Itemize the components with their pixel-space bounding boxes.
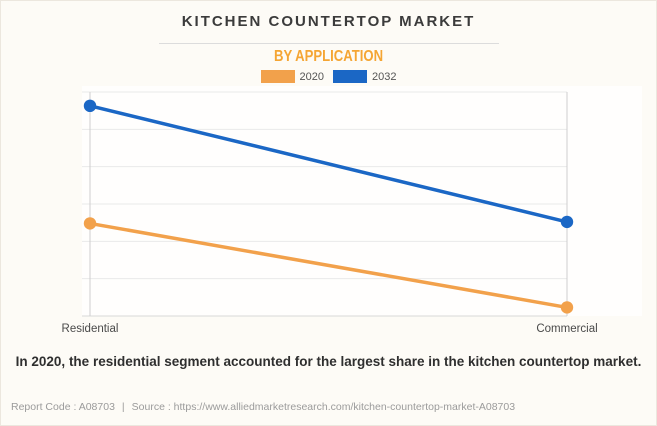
report-code: Report Code : A08703 [11, 401, 115, 413]
source-text: Source : https://www.alliedmarketresearc… [131, 401, 516, 413]
chart-series [83, 99, 574, 314]
x-axis-label-commercial: Commercial [536, 323, 597, 335]
legend-item-2020: 2020 [260, 70, 324, 83]
legend-label: 2020 [299, 70, 324, 83]
legend-item-2032: 2032 [333, 70, 396, 83]
footer: Report Code : A08703 | Source : https://ww… [11, 401, 646, 413]
title-underline [158, 43, 499, 44]
legend-swatch-2020 [260, 70, 295, 83]
legend-swatch-2032 [333, 70, 367, 83]
plot-background [82, 86, 642, 316]
chart-legend: 2020 2032 [1, 70, 656, 83]
footer-separator: | [121, 401, 125, 413]
page-title: KITCHEN COUNTERTOP MARKET [181, 13, 476, 30]
gridlines [82, 91, 568, 317]
insight-text: In 2020, the residential segment account… [15, 354, 642, 369]
chart-subtitle: BY APPLICATION [273, 48, 384, 65]
x-axis-label-residential: Residential [62, 323, 119, 335]
legend-label: 2032 [372, 70, 397, 83]
